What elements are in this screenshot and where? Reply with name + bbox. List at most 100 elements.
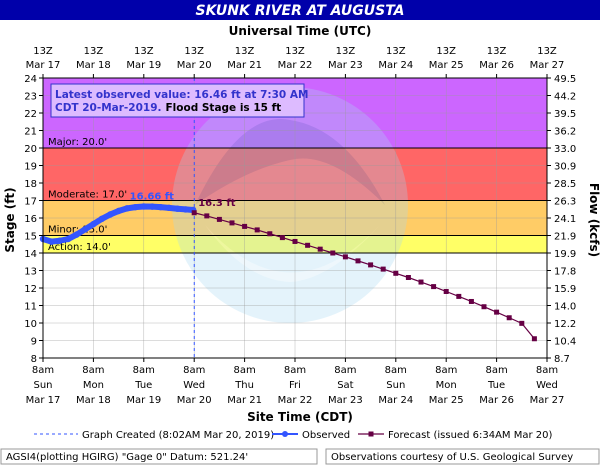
info-line-1: Latest observed value: 16.46 ft at 7:30 … xyxy=(55,89,308,101)
forecast-point xyxy=(305,242,311,248)
site-time-tick-label: 8am xyxy=(32,365,54,376)
site-time-tick-label: Mar 26 xyxy=(479,395,514,406)
site-time-tick-label: Mar 27 xyxy=(530,395,565,406)
flow-tick-label: 21.9 xyxy=(554,232,576,243)
site-time-tick-label: 8am xyxy=(233,365,255,376)
flow-tick-label: 36.2 xyxy=(554,127,576,138)
site-time-tick-label: Sun xyxy=(33,380,52,391)
forecast-point xyxy=(519,320,525,326)
legend-graph-created: Graph Created (8:02AM Mar 20, 2019) xyxy=(82,430,274,441)
observed-point xyxy=(73,231,80,238)
site-time-tick-label: Sat xyxy=(337,380,353,391)
forecast-point xyxy=(494,309,500,315)
forecast-point xyxy=(279,235,285,241)
seal-wave-shape xyxy=(205,225,380,282)
observed-point xyxy=(132,203,139,211)
forecast-point xyxy=(456,293,462,299)
forecast-point xyxy=(481,304,487,310)
stage-tick-label: 19 xyxy=(24,162,37,173)
stage-tick-label: 11 xyxy=(24,302,37,313)
forecast-point xyxy=(330,250,336,256)
forecast-point xyxy=(443,289,449,294)
utc-axis-ticks: 13Z Mar 17 13Z Mar 18 13Z Mar 19 13Z Mar 20 13Z M… xyxy=(26,46,565,78)
info-box-background xyxy=(50,83,305,118)
forecast-point xyxy=(368,262,374,268)
band-label-action: Action: 14.0' xyxy=(48,242,111,253)
observed-point xyxy=(165,204,173,212)
observed-point xyxy=(123,205,131,212)
site-time-tick-label: 8am xyxy=(385,365,407,376)
utc-tick-label: Mar 27 xyxy=(530,60,565,71)
point-labels: 16.66 ft 16.3 ft xyxy=(130,191,236,208)
site-time-tick-label: Tue xyxy=(134,380,152,391)
forecast-series-line xyxy=(194,212,535,340)
utc-tick-label: Mar 26 xyxy=(479,60,514,71)
utc-tick-label: 13Z xyxy=(84,46,104,57)
flow-tick-label: 14.0 xyxy=(554,302,576,313)
footer-right-box xyxy=(325,448,600,465)
site-time-tick-label: Thu xyxy=(234,380,254,391)
observed-point xyxy=(56,237,63,244)
legend: Graph Created (8:02AM Mar 20, 2019) Obse… xyxy=(34,430,552,441)
observed-point xyxy=(81,226,89,233)
data-series xyxy=(39,203,537,342)
observed-point xyxy=(174,205,181,212)
flow-tick-label: 26.3 xyxy=(554,197,576,208)
observed-point xyxy=(98,215,106,223)
forecast-point xyxy=(531,336,537,342)
site-time-tick-label: Mar 17 xyxy=(26,395,61,406)
utc-tick-label: Mar 20 xyxy=(177,60,212,71)
site-time-tick-label: 8am xyxy=(82,365,104,376)
flow-tick-label: 8.7 xyxy=(554,354,570,365)
footer-datum: AGSI4(plotting HGIRG) "Gage 0" Datum: 52… xyxy=(6,452,248,463)
site-time-tick-label: 8am xyxy=(334,365,356,376)
footer-left-box xyxy=(0,448,318,465)
forecast-point xyxy=(216,216,222,222)
legend-forecast: Forecast (issued 6:34AM Mar 20) xyxy=(388,430,552,441)
seal-bird-shape xyxy=(195,119,385,205)
stage-tick-label: 14 xyxy=(24,249,37,260)
band-label-moderate: Moderate: 17.0' xyxy=(48,190,127,201)
stage-tick-label: 24 xyxy=(24,74,37,85)
observed-point xyxy=(90,220,97,228)
info-line-2-flood-stage: Flood Stage is 15 ft xyxy=(166,102,282,114)
forecast-point xyxy=(393,270,399,276)
site-time-tick-label: Fri xyxy=(289,380,301,391)
flow-tick-label: 30.9 xyxy=(554,162,576,173)
stage-tick-label: 22 xyxy=(24,109,37,120)
stage-tick-label: 10 xyxy=(24,319,37,330)
forecast-point xyxy=(267,231,273,237)
observed-point xyxy=(149,203,156,210)
flood-threshold-lines xyxy=(43,147,547,254)
utc-tick-label: 13Z xyxy=(33,46,53,57)
observed-point xyxy=(65,235,72,243)
stage-tick-label: 9 xyxy=(31,337,37,348)
forecast-point xyxy=(317,246,323,252)
site-time-tick-label: Mar 20 xyxy=(177,395,212,406)
utc-tick-label: Mar 22 xyxy=(278,60,313,71)
utc-tick-label: 13Z xyxy=(436,46,456,57)
stage-tick-label: 12 xyxy=(24,284,37,295)
forecast-point xyxy=(431,284,437,290)
flow-tick-label: 15.9 xyxy=(554,284,576,295)
utc-tick-label: 13Z xyxy=(487,46,507,57)
utc-tick-label: Mar 18 xyxy=(76,60,111,71)
flow-tick-label: 39.5 xyxy=(554,109,576,120)
observed-point xyxy=(157,203,164,211)
flow-tick-label: 19.9 xyxy=(554,249,576,260)
forecast-point xyxy=(191,210,197,216)
chart-title: SKUNK RIVER AT AUGUSTA xyxy=(195,3,404,19)
info-line-2-date: CDT 20-Mar-2019. xyxy=(55,102,162,114)
stage-tick-label: 23 xyxy=(24,92,37,103)
utc-tick-label: 13Z xyxy=(537,46,557,57)
utc-tick-label: Mar 23 xyxy=(328,60,363,71)
site-time-tick-label: 8am xyxy=(183,365,205,376)
forecast-point xyxy=(506,315,512,321)
right-axis-title: Flow (kcfs) xyxy=(587,183,600,257)
site-time-tick-label: Mar 25 xyxy=(429,395,464,406)
site-time-tick-label: Mar 24 xyxy=(378,395,413,406)
site-time-tick-label: Mar 22 xyxy=(278,395,313,406)
top-axis-title: Universal Time (UTC) xyxy=(229,24,372,38)
stage-tick-label: 17 xyxy=(24,197,37,208)
